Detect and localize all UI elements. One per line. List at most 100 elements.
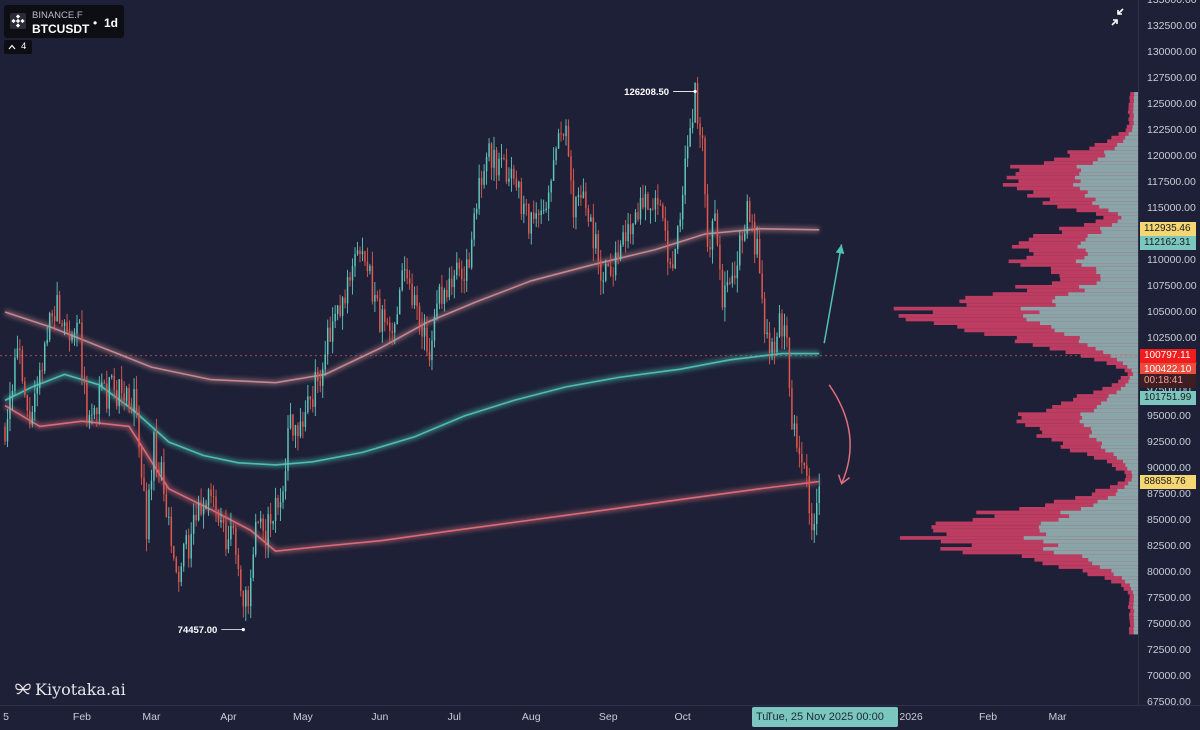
volume-profile-value-bar [1133,110,1138,114]
volume-profile-bar [1060,277,1138,282]
volume-profile-value-bar [1039,310,1138,315]
volume-profile-value-bar [1131,368,1138,373]
collapse-icon[interactable] [1108,6,1132,28]
volume-profile-bar [940,539,1138,544]
volume-profile-value-bar [1133,616,1138,620]
candle-body [267,513,269,545]
volume-profile-bar [1128,106,1138,111]
candle-body [103,382,106,384]
candle-body [520,181,523,215]
price-axis[interactable]: 67500.00 70000.00 72500.00 75000.00 77500.00… [1138,0,1200,708]
time-axis[interactable]: 5 Feb Mar Apr May Jun Jul Aug Sep Oct 2026 Feb Mar [0,705,1200,730]
volume-profile-bar [1027,193,1138,198]
volume-profile-bar [1045,503,1138,507]
candle-body [433,316,436,341]
volume-profile-bar [1129,99,1138,103]
volume-profile-bar [1129,619,1138,624]
candle-body [595,234,597,249]
candle-body [29,410,31,425]
volume-profile-bar [1095,219,1138,224]
candle-body [667,230,669,262]
volume-profile-bar [984,332,1138,336]
volume-profile-bar [1123,587,1138,591]
volume-profile-bar [1106,361,1138,366]
volume-profile-value-bar [1129,375,1138,380]
candle-body [91,414,93,416]
volume-profile-value-bar [1084,193,1138,198]
indicator-toggle-button[interactable]: 4 [4,40,32,54]
volume-profile-value-bar [1095,346,1138,351]
price-tick-label: 120000.00 [1147,150,1197,162]
volume-profile-bar [1032,343,1138,347]
indicator-count: 4 [21,41,27,52]
volume-profile-bar [1128,117,1138,122]
candle-body [577,195,580,197]
volume-profile-bar [1011,244,1138,249]
symbol-header[interactable]: BINANCE.F BTCUSDT • 1d [4,5,124,38]
timeframe-label[interactable]: 1d [104,16,119,30]
candle-body [14,357,16,391]
candle-body [354,254,356,267]
candle-body [309,396,312,400]
volume-profile-value-bar [1096,437,1138,442]
candle-body [803,462,806,466]
volume-profile-value-bar [1113,452,1138,457]
volume-profile-bar [1118,132,1138,136]
volume-profile-bar [1107,139,1138,143]
volume-profile-bar [1028,237,1138,242]
candle-body [314,372,317,407]
volume-profile-bar [1073,397,1138,402]
candle-body [110,375,113,378]
price-tick-label: 80000.00 [1147,566,1191,578]
candle-body [813,524,816,531]
volume-profile-bar [1130,623,1138,628]
candle-body [783,325,786,337]
candle-body [612,275,614,277]
volume-profile-bar [976,510,1138,515]
candle-body [580,195,582,198]
volume-profile-value-bar [1124,485,1138,489]
volume-profile-value-bar [1058,517,1138,522]
volume-profile-bar [1034,557,1138,562]
candle-body [289,414,292,429]
candle-body [237,554,240,570]
crosshair-date-label: Tu Tue, 25 Nov 2025 00:00 [752,707,898,727]
candle-body [617,252,619,260]
volume-profile-value-bar [1058,543,1138,548]
candle-body [448,278,451,298]
volume-profile-bar [1082,568,1138,573]
volume-profile-value-bar [1020,306,1138,311]
candle-body [421,325,423,337]
candle-body [753,221,756,255]
volume-profile-value-bar [1115,492,1138,497]
candle-body [207,489,210,506]
price-tag: 112162.31 [1140,236,1196,251]
candle-body [389,322,391,331]
candle-body [691,122,694,129]
volume-profile-bar [899,536,1138,540]
chart-area[interactable]: 126208.50 74457.00 [0,0,1138,705]
volume-profile-value-bar [1133,121,1138,125]
time-tick-label: Jun [371,711,389,723]
candle-body [83,378,86,383]
candle-body [118,379,120,407]
volume-profile-bar [1053,499,1138,504]
volume-profile-bar [1019,168,1138,173]
candle-body [570,156,572,181]
volume-profile-value-bar [1127,466,1138,471]
candle-body [483,171,485,185]
candle-body [282,491,284,503]
volume-profile-bar [1061,401,1138,406]
volume-profile-bar [1128,102,1138,107]
candle-body [537,213,540,216]
price-chart[interactable]: 126208.50 74457.00 [0,0,1138,705]
candle-body [287,428,289,472]
moving-average-line [4,404,820,553]
candle-body [585,191,587,209]
candle-body [205,505,207,509]
candle-body [751,221,753,223]
candle-body [756,239,758,255]
candle-body [793,423,796,430]
volume-profile-bar [1104,576,1138,580]
candle-body [642,197,644,208]
